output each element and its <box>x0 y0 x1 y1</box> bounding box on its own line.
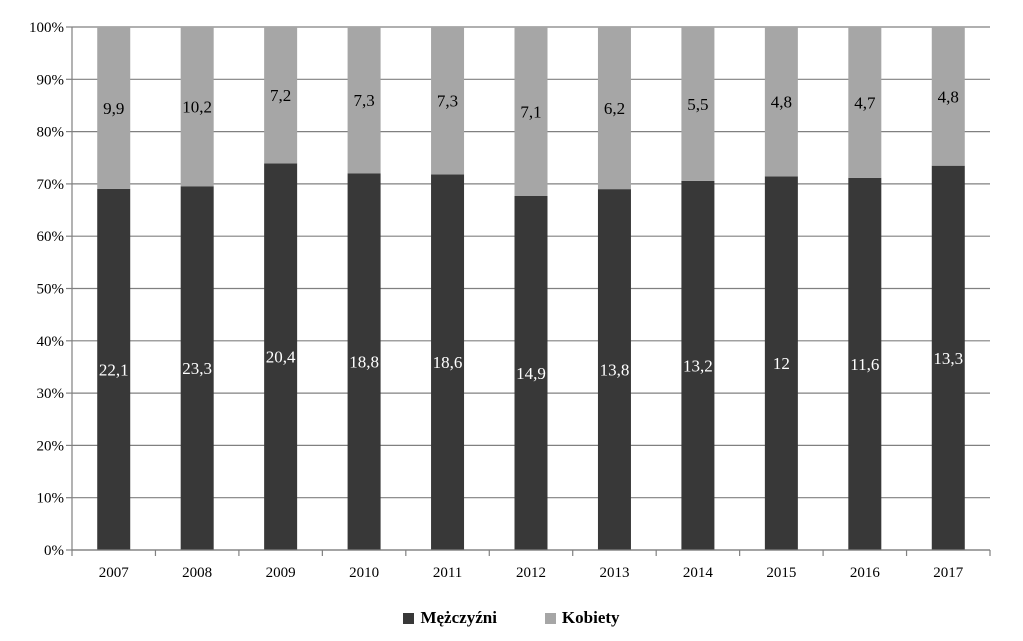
bar-men-2015 <box>764 176 798 550</box>
bar-men-2012 <box>514 195 548 550</box>
y-tick-label: 10% <box>37 491 65 507</box>
x-tick-label-2014: 2014 <box>683 565 714 581</box>
bar-women-2016 <box>848 27 882 178</box>
data-label-men-2014: 13,2 <box>683 356 713 375</box>
legend-item-women: Kobiety <box>544 608 620 628</box>
bar-men-2017 <box>931 165 965 550</box>
y-tick-label: 20% <box>37 438 65 454</box>
data-label-women-2015: 4,8 <box>771 93 792 112</box>
bar-men-2007 <box>97 188 131 550</box>
bar-women-2008 <box>180 27 214 187</box>
bar-women-2013 <box>597 27 631 190</box>
y-tick-label: 60% <box>37 229 65 245</box>
bar-women-2009 <box>264 27 298 164</box>
bar-women-2007 <box>97 27 131 189</box>
y-tick-label: 70% <box>37 177 65 193</box>
data-label-men-2008: 23,3 <box>182 359 212 378</box>
bars <box>97 27 965 550</box>
data-labels: 22,1 9,9 23,3 10,2 20,4 7,2 18,8 7,3 18,6 7,3 14,9… <box>99 86 963 383</box>
bar-men-2013 <box>597 189 631 550</box>
bar-men-2009 <box>264 163 298 550</box>
data-label-women-2008: 10,2 <box>182 98 212 117</box>
legend-item-men: Mężczyźni <box>403 608 497 628</box>
bar-women-2017 <box>931 27 965 166</box>
bar-men-2011 <box>431 174 465 550</box>
bar-women-2010 <box>347 27 381 174</box>
x-tick-label-2011: 2011 <box>433 565 462 581</box>
legend: Mężczyźni Kobiety <box>0 608 1023 628</box>
data-label-women-2011: 7,3 <box>437 92 458 111</box>
y-tick-label: 50% <box>37 282 65 298</box>
data-label-men-2015: 12 <box>773 354 790 373</box>
legend-label-men: Mężczyźni <box>420 608 497 627</box>
data-label-women-2010: 7,3 <box>353 91 374 110</box>
y-tick-label: 40% <box>37 334 65 350</box>
data-label-men-2012: 14,9 <box>516 364 546 383</box>
axes: 0% 10% 20% 30% 40% 50% 60% 70% 80% 90% 100% 2007 200… <box>29 20 991 581</box>
data-label-women-2013: 6,2 <box>604 99 625 118</box>
y-tick-label: 90% <box>37 72 65 88</box>
legend-swatch-women <box>544 612 556 624</box>
data-label-women-2016: 4,7 <box>854 93 876 112</box>
data-label-men-2007: 22,1 <box>99 360 129 379</box>
y-tick-label: 30% <box>37 386 65 402</box>
bar-men-2014 <box>681 180 715 550</box>
bar-women-2011 <box>431 27 465 175</box>
bar-women-2015 <box>764 27 798 177</box>
data-label-men-2009: 20,4 <box>266 348 296 367</box>
bar-women-2012 <box>514 27 548 196</box>
bar-men-2016 <box>848 177 882 550</box>
data-label-men-2010: 18,8 <box>349 353 379 372</box>
x-tick-label-2017: 2017 <box>933 565 964 581</box>
data-label-women-2017: 4,8 <box>938 87 959 106</box>
data-label-women-2012: 7,1 <box>520 102 541 121</box>
bar-men-2008 <box>180 186 214 550</box>
legend-swatch-men <box>403 612 415 624</box>
y-tick-label: 0% <box>44 543 64 559</box>
data-label-men-2013: 13,8 <box>600 361 630 380</box>
data-label-men-2011: 18,6 <box>433 353 463 372</box>
x-tick-label-2009: 2009 <box>266 565 296 581</box>
y-tick-label: 100% <box>29 20 64 36</box>
data-label-men-2017: 13,3 <box>933 349 963 368</box>
x-tick-label-2015: 2015 <box>766 565 796 581</box>
x-tick-label-2010: 2010 <box>349 565 379 581</box>
x-tick-label-2008: 2008 <box>182 565 212 581</box>
legend-label-women: Kobiety <box>561 608 620 627</box>
x-tick-label-2007: 2007 <box>99 565 130 581</box>
data-label-men-2016: 11,6 <box>850 355 879 374</box>
stacked-percent-bar-chart: 22,1 9,9 23,3 10,2 20,4 7,2 18,8 7,3 18,6 7,3 14,9… <box>29 20 991 581</box>
bar-women-2014 <box>681 27 715 181</box>
x-tick-label-2016: 2016 <box>850 565 881 581</box>
x-tick-label-2012: 2012 <box>516 565 546 581</box>
data-label-women-2014: 5,5 <box>687 95 708 114</box>
y-tick-label: 80% <box>37 125 65 141</box>
data-label-women-2007: 9,9 <box>103 99 124 118</box>
x-tick-label-2013: 2013 <box>599 565 629 581</box>
bar-men-2010 <box>347 173 381 550</box>
data-label-women-2009: 7,2 <box>270 86 291 105</box>
